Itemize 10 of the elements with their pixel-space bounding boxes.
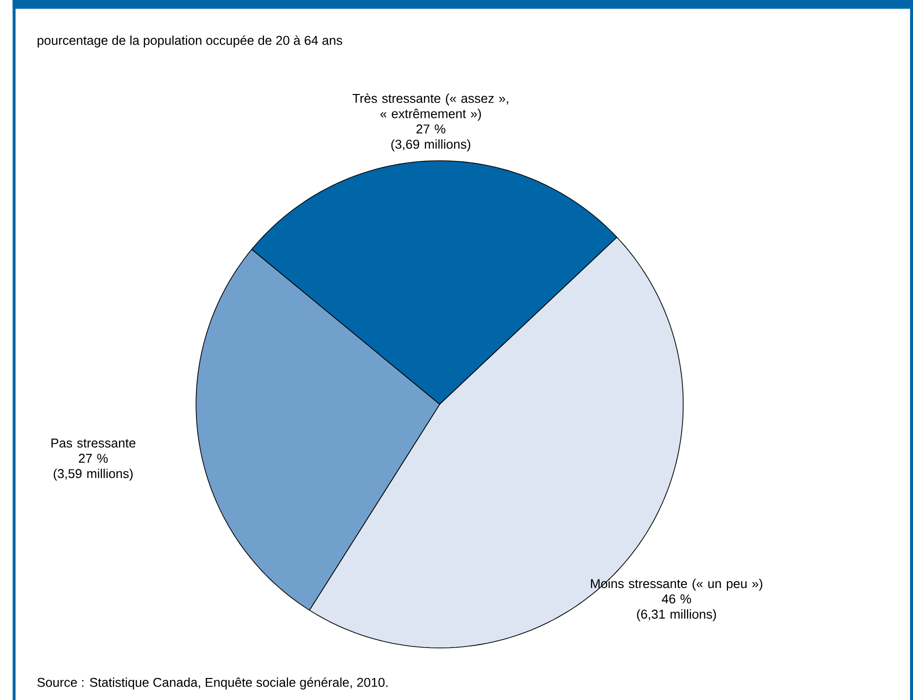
- data-label: 27 %: [78, 454, 108, 463]
- text: (3,69 millions): [391, 139, 470, 152]
- source-note: Source : Statistique Canada, Enquête sociale générale, 2010.: [37, 677, 388, 690]
- slice-label: Très stressante (« assez », « extrêmement »): [352, 93, 508, 121]
- chart-title: pourcentage de la population occupée de 20 à 64 ans: [38, 35, 342, 48]
- slice-label: Pas stressante: [51, 438, 136, 448]
- text: (3,59 millions): [54, 468, 133, 481]
- data-label: 27 %: [416, 124, 446, 134]
- text: (6,31 millions): [637, 609, 716, 622]
- data-label: 46 %: [662, 594, 692, 604]
